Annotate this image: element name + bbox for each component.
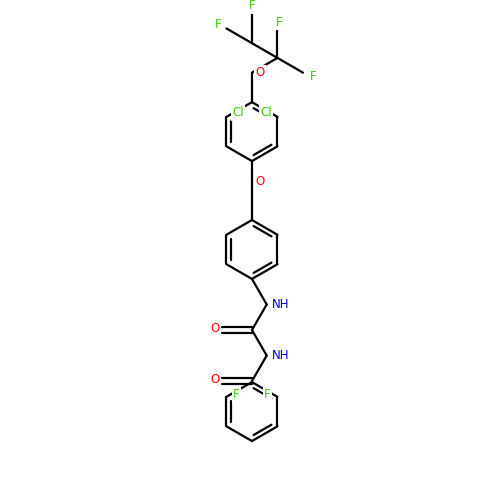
Text: F: F [248,0,256,12]
Text: O: O [255,66,264,79]
Text: F: F [233,388,239,402]
Text: NH: NH [272,298,289,311]
Text: F: F [310,70,316,83]
Text: O: O [210,322,220,334]
Text: NH: NH [272,349,289,362]
Text: O: O [255,175,264,188]
Text: Cl: Cl [260,106,272,120]
Text: F: F [264,388,271,402]
Text: O: O [210,372,220,386]
Text: Cl: Cl [232,106,244,120]
Text: F: F [216,18,222,31]
Text: F: F [276,16,283,29]
